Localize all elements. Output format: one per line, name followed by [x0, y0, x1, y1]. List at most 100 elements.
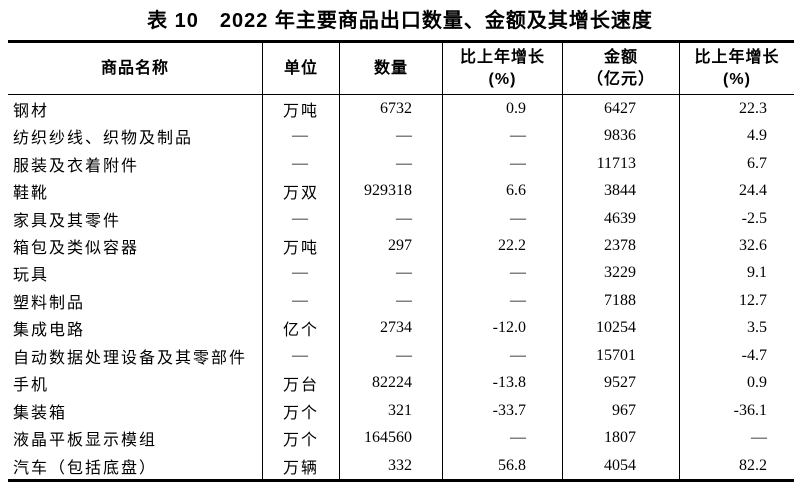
table-title: 表 10 2022 年主要商品出口数量、金额及其增长速度 [147, 10, 653, 32]
cell-quantity-growth: — [443, 259, 563, 288]
cell-amount-growth: 24.4 [739, 182, 767, 200]
cell-unit: 万辆 [263, 451, 340, 480]
cell-commodity-name: 自动数据处理设备及其零部件 [8, 342, 263, 370]
cell-amount: 1807 [563, 424, 680, 452]
cell-unit: 万吨 [263, 232, 340, 260]
header-quantity: 数量 [340, 43, 443, 94]
cell-quantity-growth: — [443, 149, 563, 178]
cell-commodity-name: 手机 [8, 369, 263, 397]
table-row: 手机 万台 82224 -13.8 9527 0.9 [8, 369, 794, 397]
table-row: 汽车（包括底盘） 万辆 332 56.8 4054 82.2 [8, 451, 794, 480]
cell-amount: 6427 [563, 95, 680, 123]
header-line: (%) [488, 70, 517, 88]
cell-commodity-name: 服装及衣着附件 [8, 149, 263, 178]
cell-quantity-growth: -12.0 [443, 314, 563, 343]
table-row: 家具及其零件 — — — 4639 -2.5 [8, 204, 794, 233]
header-quantity-growth: 比上年增长 (%) [443, 43, 563, 94]
cell-amount: 3844 [563, 177, 680, 205]
cell-amount-growth: 4.9 [747, 127, 767, 145]
cell-amount: 4639 [563, 204, 680, 233]
cell-quantity: 332 [340, 451, 443, 480]
table-body: 钢材 万吨 6732 0.9 6427 22.3 纺织纱线、织物及制品 — — … [8, 95, 794, 480]
cell-quantity: 2734 [340, 314, 443, 343]
cell-amount: 9836 [563, 122, 680, 150]
cell-amount: 967 [563, 396, 680, 425]
header-line: 数量 [373, 59, 408, 77]
cell-unit: — [263, 149, 340, 178]
cell-quantity: 82224 [340, 369, 443, 397]
cell-amount-growth: -2.5 [741, 209, 767, 227]
table-row: 箱包及类似容器 万吨 297 22.2 2378 32.6 [8, 232, 794, 260]
cell-quantity: — [340, 122, 443, 150]
cell-amount-growth: 6.7 [747, 154, 767, 172]
cell-unit: 亿个 [263, 314, 340, 343]
cell-amount-growth: 9.1 [747, 264, 767, 282]
header-line: (%) [723, 70, 751, 88]
table-row: 纺织纱线、织物及制品 — — — 9836 4.9 [8, 122, 794, 150]
cell-unit: — [263, 259, 340, 288]
cell-unit: 万个 [263, 396, 340, 425]
cell-amount-growth: -4.7 [741, 346, 767, 364]
cell-quantity-growth: — [443, 204, 563, 233]
cell-quantity-growth: 6.6 [443, 177, 563, 205]
cell-quantity-growth: — [443, 424, 563, 452]
cell-commodity-name: 玩具 [8, 259, 263, 288]
cell-commodity-name: 纺织纱线、织物及制品 [8, 122, 263, 150]
cell-unit: 万吨 [263, 95, 340, 123]
cell-quantity-growth: — [443, 122, 563, 150]
cell-amount: 9527 [563, 369, 680, 397]
header-amount-growth: 比上年增长 (%) [680, 43, 794, 94]
cell-quantity: — [340, 204, 443, 233]
table-row: 服装及衣着附件 — — — 11713 6.7 [8, 149, 794, 178]
table-row: 液晶平板显示模组 万个 164560 — 1807 — [8, 424, 794, 452]
cell-amount-growth: 0.9 [747, 374, 767, 392]
cell-commodity-name: 集装箱 [8, 396, 263, 425]
table-row: 钢材 万吨 6732 0.9 6427 22.3 [8, 95, 794, 123]
cell-unit: — [263, 342, 340, 370]
header-line: 单位 [283, 59, 318, 77]
cell-commodity-name: 塑料制品 [8, 287, 263, 315]
cell-quantity: 297 [340, 232, 443, 260]
cell-commodity-name: 鞋靴 [8, 177, 263, 205]
cell-commodity-name: 钢材 [8, 95, 263, 123]
header-commodity-name: 商品名称 [8, 43, 263, 94]
cell-amount-growth: 22.3 [739, 99, 767, 117]
cell-amount: 2378 [563, 232, 680, 260]
table-row: 集装箱 万个 321 -33.7 967 -36.1 [8, 396, 794, 425]
cell-quantity-growth: — [443, 342, 563, 370]
header-line: 商品名称 [100, 59, 169, 77]
cell-amount-growth: — [751, 429, 767, 447]
cell-amount: 4054 [563, 451, 680, 480]
cell-quantity: — [340, 149, 443, 178]
cell-unit: 万个 [263, 424, 340, 452]
table-row: 鞋靴 万双 929318 6.6 3844 24.4 [8, 177, 794, 205]
header-line: 比上年增长 [459, 48, 545, 66]
cell-quantity-growth: 56.8 [443, 451, 563, 480]
cell-quantity: — [340, 287, 443, 315]
header-line: 比上年增长 [694, 48, 780, 66]
cell-quantity-growth: 0.9 [443, 95, 563, 123]
cell-amount-growth: 3.5 [747, 319, 767, 337]
cell-quantity: — [340, 342, 443, 370]
cell-unit: 万台 [263, 369, 340, 397]
header-unit: 单位 [263, 43, 340, 94]
header-amount: 金额 （亿元） [563, 43, 680, 94]
cell-unit: — [263, 204, 340, 233]
cell-amount: 7188 [563, 287, 680, 315]
table-row: 塑料制品 — — — 7188 12.7 [8, 287, 794, 315]
cell-amount: 10254 [563, 314, 680, 343]
cell-amount-growth: 82.2 [739, 456, 767, 474]
export-commodities-table: 商品名称 单位 数量 比上年增长 (%) 金额 （亿元） 比上年增长 (%) [8, 40, 794, 483]
cell-quantity-growth: -13.8 [443, 369, 563, 397]
cell-quantity-growth: -33.7 [443, 396, 563, 425]
cell-quantity: 321 [340, 396, 443, 425]
cell-quantity: 164560 [340, 424, 443, 452]
cell-quantity: — [340, 259, 443, 288]
table-header-row: 商品名称 单位 数量 比上年增长 (%) 金额 （亿元） 比上年增长 (%) [8, 43, 794, 95]
cell-commodity-name: 集成电路 [8, 314, 263, 343]
cell-amount: 15701 [563, 342, 680, 370]
cell-quantity-growth: 22.2 [443, 232, 563, 260]
table-row: 集成电路 亿个 2734 -12.0 10254 3.5 [8, 314, 794, 343]
cell-amount: 3229 [563, 259, 680, 288]
